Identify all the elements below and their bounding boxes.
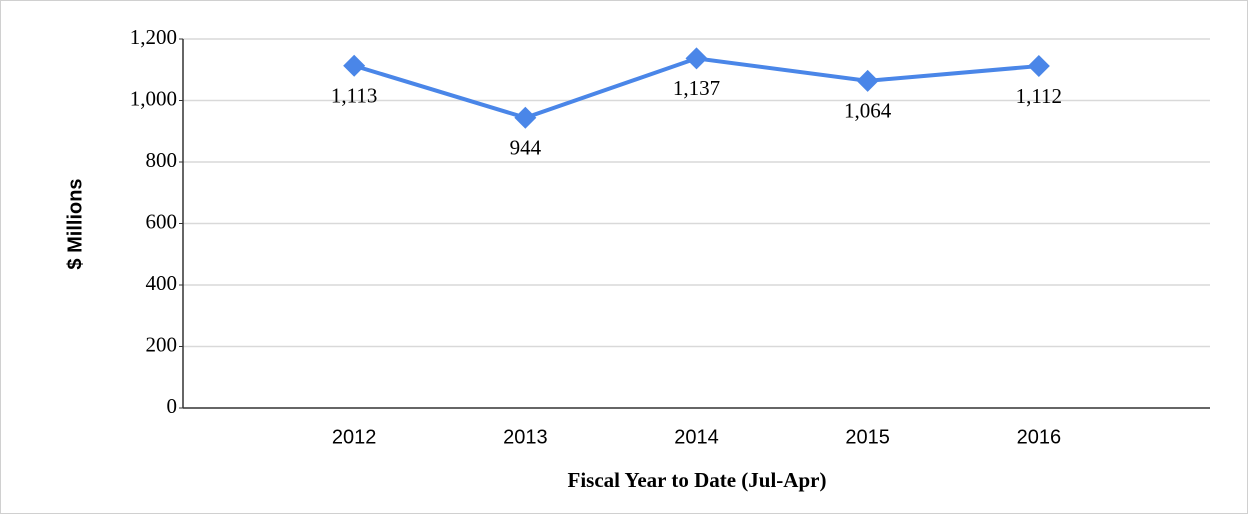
- marker: [343, 54, 366, 77]
- data-label: 1,064: [844, 99, 892, 123]
- data-label: 1,112: [1016, 84, 1062, 108]
- y-tick-label: 0: [167, 394, 178, 418]
- data-label: 1,113: [331, 84, 377, 108]
- y-tick-label: 200: [146, 332, 178, 356]
- y-tick-label: 600: [146, 209, 178, 233]
- x-tick-label: 2013: [503, 426, 548, 448]
- x-tick-label: 2015: [845, 426, 890, 448]
- marker: [1027, 55, 1050, 78]
- y-axis-title: $ Millions: [64, 178, 86, 269]
- x-tick-label: 2016: [1017, 426, 1062, 448]
- x-tick-label: 2012: [332, 426, 377, 448]
- marker: [685, 47, 708, 70]
- marker: [856, 69, 879, 92]
- y-tick-label: 400: [146, 271, 178, 295]
- x-axis-title: Fiscal Year to Date (Jul-Apr): [568, 468, 827, 492]
- marker: [514, 106, 537, 129]
- y-tick-label: 1,200: [130, 25, 177, 49]
- data-label: 1,137: [673, 76, 720, 100]
- y-tick-label: 1,000: [130, 86, 177, 110]
- y-tick-label: 800: [146, 148, 178, 172]
- x-tick-label: 2014: [674, 426, 719, 448]
- data-label: 944: [510, 136, 542, 160]
